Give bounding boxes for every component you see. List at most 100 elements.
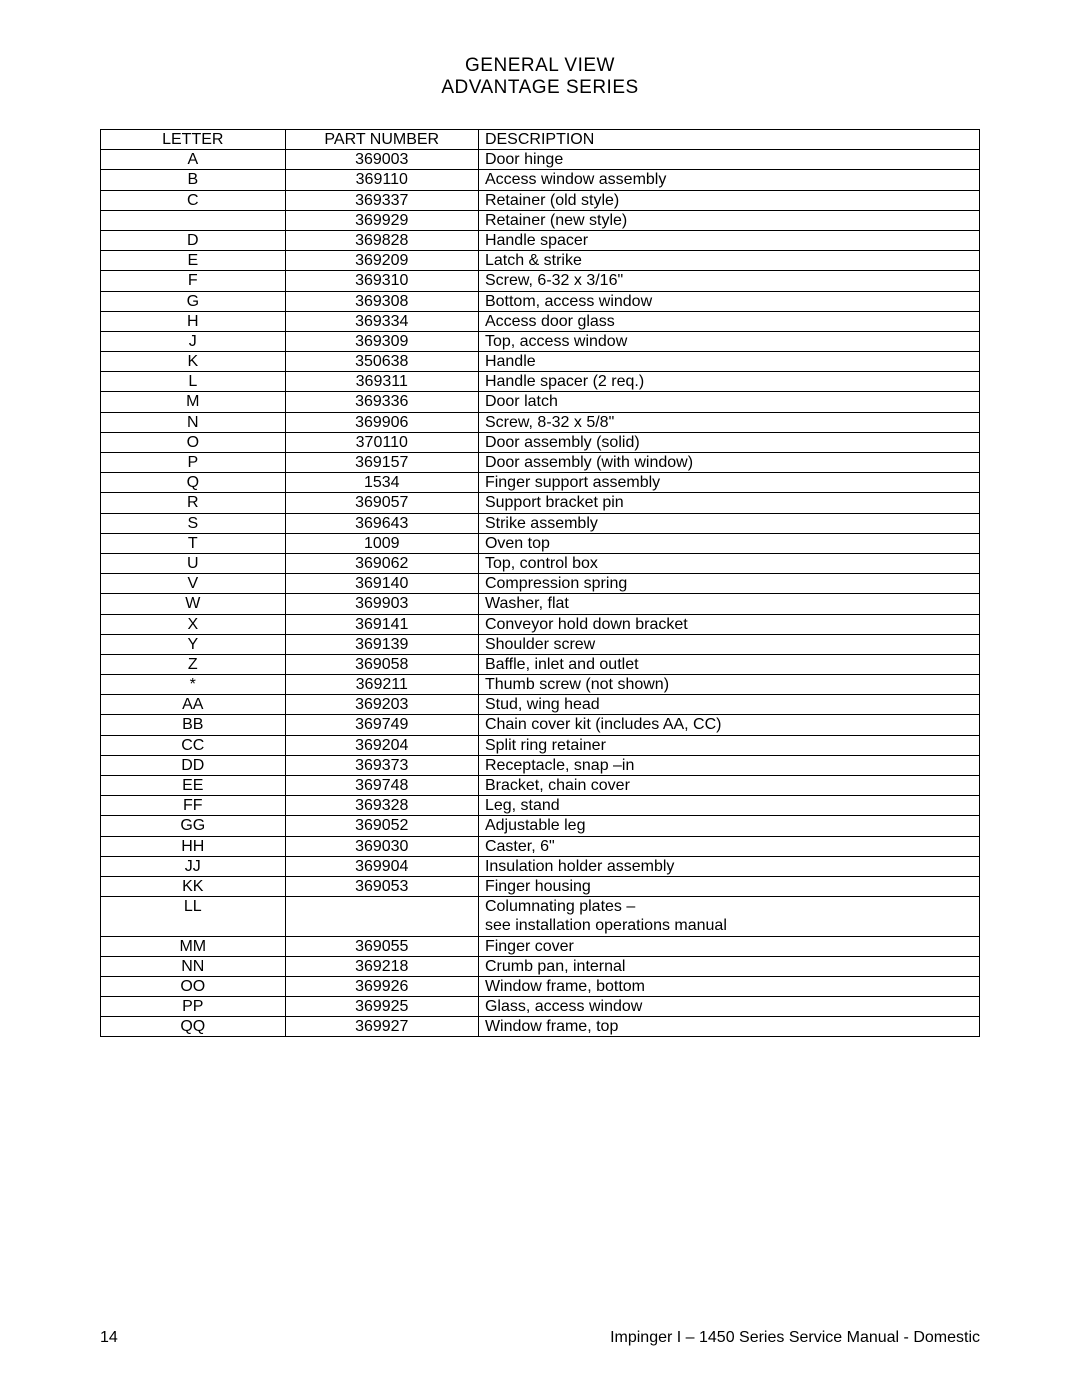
- title-block: GENERAL VIEW ADVANTAGE SERIES: [100, 55, 980, 99]
- cell-description: Adjustable leg: [478, 816, 979, 836]
- cell-part-number: 369748: [285, 776, 478, 796]
- cell-part-number: 369211: [285, 675, 478, 695]
- cell-part-number: 369053: [285, 876, 478, 896]
- cell-part-number: 369309: [285, 331, 478, 351]
- cell-letter: MM: [101, 936, 286, 956]
- table-row: EE369748Bracket, chain cover: [101, 776, 980, 796]
- cell-letter: HH: [101, 836, 286, 856]
- cell-letter: FF: [101, 796, 286, 816]
- cell-description: Window frame, top: [478, 1017, 979, 1037]
- cell-description: Shoulder screw: [478, 634, 979, 654]
- cell-description: Handle spacer (2 req.): [478, 372, 979, 392]
- cell-part-number: 369328: [285, 796, 478, 816]
- cell-description: Leg, stand: [478, 796, 979, 816]
- cell-letter: X: [101, 614, 286, 634]
- cell-description: Retainer (old style): [478, 190, 979, 210]
- cell-part-number: 369336: [285, 392, 478, 412]
- cell-letter: BB: [101, 715, 286, 735]
- cell-letter: QQ: [101, 1017, 286, 1037]
- cell-letter: Z: [101, 654, 286, 674]
- cell-letter: J: [101, 331, 286, 351]
- table-row: PP369925Glass, access window: [101, 997, 980, 1017]
- table-body: A369003Door hingeB369110Access window as…: [101, 150, 980, 1037]
- col-header-desc: DESCRIPTION: [478, 130, 979, 150]
- cell-description: Door assembly (solid): [478, 432, 979, 452]
- cell-letter: C: [101, 190, 286, 210]
- cell-part-number: 369310: [285, 271, 478, 291]
- cell-letter: F: [101, 271, 286, 291]
- table-row: S369643Strike assembly: [101, 513, 980, 533]
- cell-part-number: 369140: [285, 574, 478, 594]
- table-row: Q1534Finger support assembly: [101, 473, 980, 493]
- table-row: BB369749Chain cover kit (includes AA, CC…: [101, 715, 980, 735]
- cell-description: Finger support assembly: [478, 473, 979, 493]
- cell-letter: H: [101, 311, 286, 331]
- cell-letter: K: [101, 352, 286, 372]
- table-row: LLColumnating plates –see installation o…: [101, 897, 980, 936]
- cell-description: Access window assembly: [478, 170, 979, 190]
- cell-description: Support bracket pin: [478, 493, 979, 513]
- cell-part-number: 369218: [285, 956, 478, 976]
- cell-letter: GG: [101, 816, 286, 836]
- table-row: Y369139Shoulder screw: [101, 634, 980, 654]
- cell-part-number: [285, 897, 478, 936]
- cell-letter: D: [101, 230, 286, 250]
- cell-description: Oven top: [478, 533, 979, 553]
- cell-letter: JJ: [101, 856, 286, 876]
- cell-part-number: 369204: [285, 735, 478, 755]
- title-line-1: GENERAL VIEW: [100, 55, 980, 77]
- cell-description: Handle spacer: [478, 230, 979, 250]
- cell-description: Screw, 6-32 x 3/16": [478, 271, 979, 291]
- table-row: V369140Compression spring: [101, 574, 980, 594]
- cell-part-number: 369927: [285, 1017, 478, 1037]
- table-row: HH369030Caster, 6": [101, 836, 980, 856]
- table-row: MM369055Finger cover: [101, 936, 980, 956]
- cell-description: Caster, 6": [478, 836, 979, 856]
- table-row: KK369053Finger housing: [101, 876, 980, 896]
- cell-letter: T: [101, 533, 286, 553]
- table-row: A369003Door hinge: [101, 150, 980, 170]
- table-row: B369110Access window assembly: [101, 170, 980, 190]
- table-row: C369337Retainer (old style): [101, 190, 980, 210]
- cell-part-number: 369926: [285, 976, 478, 996]
- cell-description: Receptacle, snap –in: [478, 755, 979, 775]
- cell-part-number: 369062: [285, 553, 478, 573]
- cell-part-number: 369052: [285, 816, 478, 836]
- cell-letter: G: [101, 291, 286, 311]
- cell-letter: Y: [101, 634, 286, 654]
- cell-part-number: 369157: [285, 453, 478, 473]
- cell-letter: R: [101, 493, 286, 513]
- table-row: JJ369904Insulation holder assembly: [101, 856, 980, 876]
- cell-description: Baffle, inlet and outlet: [478, 654, 979, 674]
- cell-letter: M: [101, 392, 286, 412]
- table-row: J369309Top, access window: [101, 331, 980, 351]
- col-header-letter: LETTER: [101, 130, 286, 150]
- cell-description: Insulation holder assembly: [478, 856, 979, 876]
- cell-part-number: 369139: [285, 634, 478, 654]
- table-row: FF369328Leg, stand: [101, 796, 980, 816]
- cell-part-number: 369055: [285, 936, 478, 956]
- cell-description: Conveyor hold down bracket: [478, 614, 979, 634]
- cell-part-number: 350638: [285, 352, 478, 372]
- cell-part-number: 1534: [285, 473, 478, 493]
- table-row: L369311Handle spacer (2 req.): [101, 372, 980, 392]
- cell-part-number: 369903: [285, 594, 478, 614]
- cell-letter: O: [101, 432, 286, 452]
- page-footer: 14 Impinger I – 1450 Series Service Manu…: [100, 1329, 980, 1347]
- cell-description: Latch & strike: [478, 251, 979, 271]
- cell-part-number: 369925: [285, 997, 478, 1017]
- cell-description: Glass, access window: [478, 997, 979, 1017]
- cell-letter: KK: [101, 876, 286, 896]
- table-row: DD369373Receptacle, snap –in: [101, 755, 980, 775]
- cell-description: Finger cover: [478, 936, 979, 956]
- cell-part-number: 369828: [285, 230, 478, 250]
- cell-description: Door latch: [478, 392, 979, 412]
- table-row: AA369203Stud, wing head: [101, 695, 980, 715]
- table-row: O370110Door assembly (solid): [101, 432, 980, 452]
- table-row: NN369218Crumb pan, internal: [101, 956, 980, 976]
- table-row: U369062Top, control box: [101, 553, 980, 573]
- cell-description: Stud, wing head: [478, 695, 979, 715]
- cell-description: Access door glass: [478, 311, 979, 331]
- cell-letter: N: [101, 412, 286, 432]
- cell-description: Strike assembly: [478, 513, 979, 533]
